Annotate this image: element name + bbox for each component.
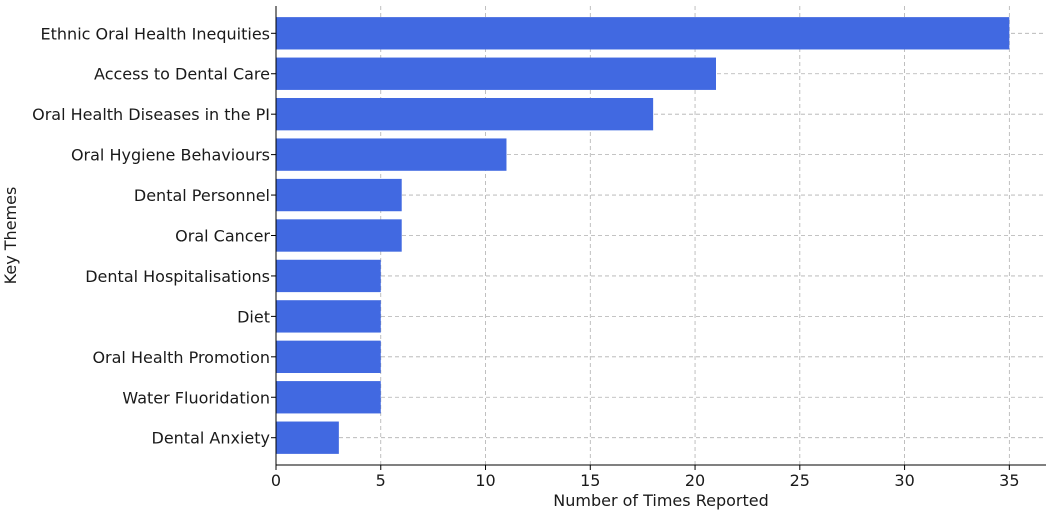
y-tick-label: Oral Hygiene Behaviours — [71, 146, 270, 165]
y-tick-label: Diet — [237, 307, 270, 326]
bar-4 — [276, 178, 402, 212]
bar-9 — [276, 381, 381, 414]
x-tick-label: 30 — [894, 471, 914, 490]
bar-2 — [276, 98, 654, 131]
y-tick-label: Oral Cancer — [175, 227, 270, 246]
bar-1 — [276, 57, 716, 90]
x-tick-label: 15 — [580, 471, 600, 490]
x-tick-label: 0 — [271, 471, 281, 490]
x-tick-label: 25 — [790, 471, 810, 490]
bar-layer — [276, 17, 1010, 454]
bar-5 — [276, 219, 402, 252]
y-tick-label: Dental Anxiety — [152, 429, 271, 448]
bar-0 — [276, 17, 1010, 50]
y-tick-label: Dental Personnel — [134, 186, 270, 205]
bar-10 — [276, 421, 339, 454]
bar-6 — [276, 259, 381, 293]
y-tick-label: Water Fluoridation — [122, 388, 270, 407]
bar-7 — [276, 300, 381, 333]
y-axis-label: Key Themes — [1, 187, 20, 285]
y-tick-label: Ethnic Oral Health Inequities — [41, 24, 270, 43]
axis-layer: 0 5 10 15 20 25 30 35 Ethnic Oral Health Inequit… — [32, 6, 1046, 490]
x-tick-label: 5 — [376, 471, 386, 490]
y-tick-label: Dental Hospitalisations — [85, 267, 270, 286]
x-tick-label: 35 — [999, 471, 1019, 490]
x-axis-label: Number of Times Reported — [553, 491, 768, 510]
y-tick-label: Oral Health Promotion — [92, 348, 270, 367]
x-tick-label: 10 — [475, 471, 495, 490]
y-tick-label: Oral Health Diseases in the PI — [32, 105, 270, 124]
bar-3 — [276, 138, 507, 171]
x-tick-label: 20 — [685, 471, 705, 490]
y-tick-label: Access to Dental Care — [94, 65, 270, 84]
bar-8 — [276, 340, 381, 373]
